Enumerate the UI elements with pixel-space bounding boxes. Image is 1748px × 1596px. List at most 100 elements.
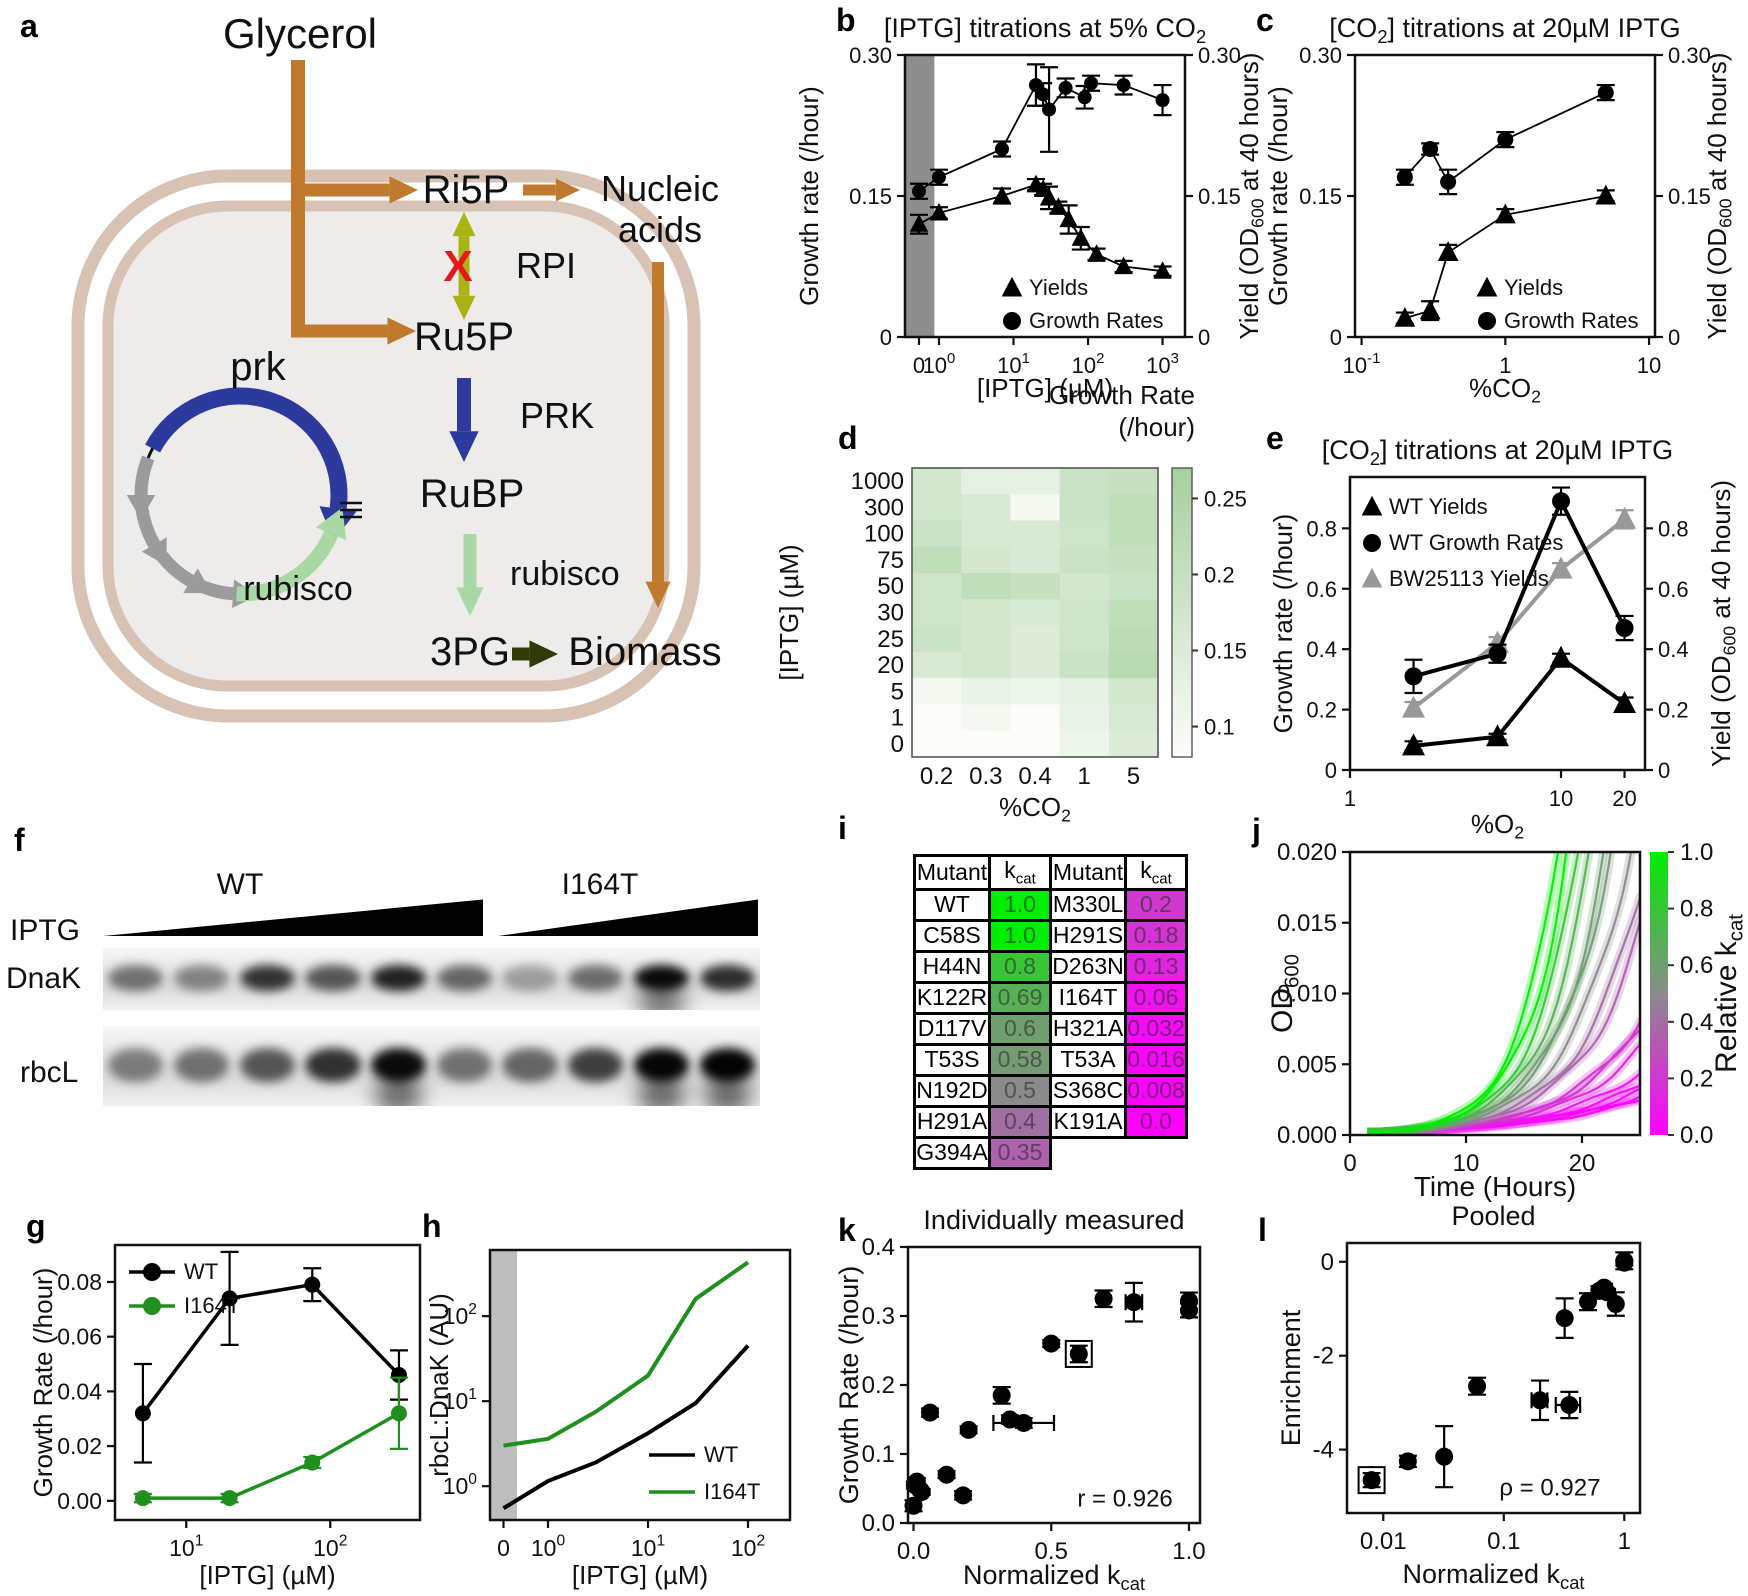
kcat-value-cell: 0.35 [988, 1135, 1052, 1170]
svg-text:0.0: 0.0 [897, 1538, 930, 1565]
svg-text:0.08: 0.08 [57, 1269, 102, 1295]
blot-lane [694, 1026, 760, 1106]
svg-text:(/hour): (/hour) [1118, 412, 1195, 442]
table-header: kcat [988, 854, 1052, 891]
svg-text:0: 0 [1198, 325, 1210, 350]
svg-text:75: 75 [877, 547, 904, 574]
svg-text:101: 101 [631, 1533, 665, 1561]
kcat-value-cell: 0.18 [1124, 918, 1188, 953]
mutant-name-cell: N192D [913, 1073, 991, 1108]
svg-text:Yields: Yields [1029, 275, 1088, 300]
svg-text:%CO2: %CO2 [999, 792, 1071, 826]
svg-text:Yield (OD600 at 40 hours): Yield (OD600 at 40 hours) [1702, 52, 1736, 339]
svg-text:0: 0 [1325, 758, 1337, 783]
blot-band [305, 1048, 361, 1082]
mutant-name-cell: D117V [913, 1011, 991, 1046]
svg-text:0: 0 [1330, 325, 1342, 350]
svg-text:0.005: 0.005 [1277, 1051, 1337, 1078]
svg-text:0.8: 0.8 [1680, 896, 1713, 923]
blot-lane [103, 948, 169, 1010]
svg-text:100: 100 [531, 1533, 566, 1561]
blot-row-label-dnak: DnaK [6, 962, 82, 995]
svg-text:0.2: 0.2 [1658, 698, 1689, 723]
svg-text:Ru5P: Ru5P [414, 315, 514, 359]
svg-text:0.15: 0.15 [1204, 639, 1247, 664]
panel-label-d: d [838, 420, 858, 456]
svg-text:%CO2: %CO2 [1469, 373, 1541, 407]
svg-text:0.1: 0.1 [862, 1441, 895, 1468]
table-row: T53S 0.58 T53A 0.016 [913, 1042, 1188, 1077]
svg-text:0.5: 0.5 [1035, 1538, 1068, 1565]
mutant-name-cell: K122R [913, 980, 991, 1015]
kcat-table-grid: Mutant kcat Mutant kcat WT 1.0 M330L 0.2 C58S 1.0… [913, 854, 1188, 1170]
svg-text:0.010: 0.010 [1277, 981, 1337, 1008]
table-row: H44N 0.8 D263N 0.13 [913, 949, 1188, 984]
panel-label-k: k [838, 1212, 856, 1248]
svg-text:0.00: 0.00 [57, 1488, 102, 1514]
svg-text:Individually measured: Individually measured [923, 1205, 1184, 1235]
svg-text:0.0: 0.0 [1680, 1122, 1713, 1149]
svg-text:Pooled: Pooled [1451, 1201, 1535, 1231]
svg-text:I164T: I164T [184, 1293, 240, 1318]
svg-text:0.30: 0.30 [1299, 43, 1342, 68]
svg-text:0.015: 0.015 [1277, 910, 1337, 937]
mutant-name-cell: S368C [1049, 1073, 1127, 1108]
mutant-name-cell: T53A [1049, 1042, 1127, 1077]
kcat-value-cell: 0.69 [988, 980, 1052, 1015]
panel-label-g: g [26, 1208, 46, 1244]
svg-text:Enrichment: Enrichment [1276, 1309, 1306, 1446]
svg-text:1: 1 [1078, 763, 1091, 790]
svg-text:[IPTG] titrations at 5% CO2: [IPTG] titrations at 5% CO2 [884, 13, 1206, 47]
panel-label-l: l [1258, 1212, 1267, 1248]
kcat-value-cell: 0.4 [988, 1104, 1052, 1139]
svg-text:0: 0 [1321, 1249, 1334, 1276]
blot-band [502, 965, 558, 992]
svg-text:Growth Rates: Growth Rates [1029, 308, 1164, 333]
svg-text:1.0: 1.0 [1172, 1538, 1205, 1565]
kcat-value-cell: 1.0 [988, 887, 1052, 922]
blot-lane [169, 948, 235, 1010]
svg-text:0.15: 0.15 [1668, 184, 1711, 209]
table-row: K122R 0.69 I164T 0.06 [913, 980, 1188, 1015]
table-row: N192D 0.5 S368C 0.008 [913, 1073, 1188, 1108]
svg-text:1: 1 [1344, 786, 1356, 811]
panel-label-e: e [1266, 420, 1284, 456]
blot-lane [234, 1026, 300, 1106]
table-row: C58S 1.0 H291S 0.18 [913, 918, 1188, 953]
svg-text:10: 10 [1549, 786, 1573, 811]
svg-text:50: 50 [877, 573, 904, 600]
kcat-value-cell: 0.2 [1124, 887, 1188, 922]
blot-strip-dnak [103, 948, 760, 1010]
svg-text:Biomass: Biomass [568, 630, 721, 674]
kcat-table: Mutant kcat Mutant kcat WT 1.0 M330L 0.2 C58S 1.0… [913, 854, 1188, 1170]
blot-band [502, 1048, 558, 1082]
svg-text:0.15: 0.15 [849, 184, 892, 209]
blot-lane [629, 1026, 695, 1106]
svg-text:101: 101 [997, 350, 1030, 378]
svg-text:Yields: Yields [1504, 275, 1563, 300]
blot-lane [497, 948, 563, 1010]
svg-text:Relative kcat: Relative kcat [1710, 914, 1748, 1073]
table-header: Mutant [1049, 854, 1127, 891]
svg-text:0.6: 0.6 [1306, 577, 1337, 602]
svg-text:300: 300 [864, 494, 904, 521]
kcat-value-cell: 0.5 [988, 1073, 1052, 1108]
blot-band [436, 1048, 492, 1082]
panel-l-chart: 0.01 0.1 1 0 -2 -4 Normalized kcat Enrichment Po… [1276, 1201, 1642, 1593]
svg-text:RPI: RPI [516, 245, 576, 286]
table-row: H291A 0.4 K191A 0.0 [913, 1104, 1188, 1139]
svg-text:25: 25 [877, 626, 904, 653]
svg-text:-2: -2 [1313, 1343, 1334, 1370]
blot-band [239, 1048, 295, 1082]
kcat-value-cell: 0.8 [988, 949, 1052, 984]
svg-text:0.8: 0.8 [1658, 516, 1689, 541]
panel-k-chart: 0.0 0.5 1.0 0.0 0.1 0.2 0.3 0.4 Normalized kcat G… [834, 1205, 1206, 1594]
blot-lane [300, 1026, 366, 1106]
mutant-name-cell: M330L [1049, 887, 1127, 922]
kcat-value-cell: 0.008 [1124, 1073, 1188, 1108]
blot-lane [629, 948, 695, 1010]
blot-band [371, 965, 427, 992]
